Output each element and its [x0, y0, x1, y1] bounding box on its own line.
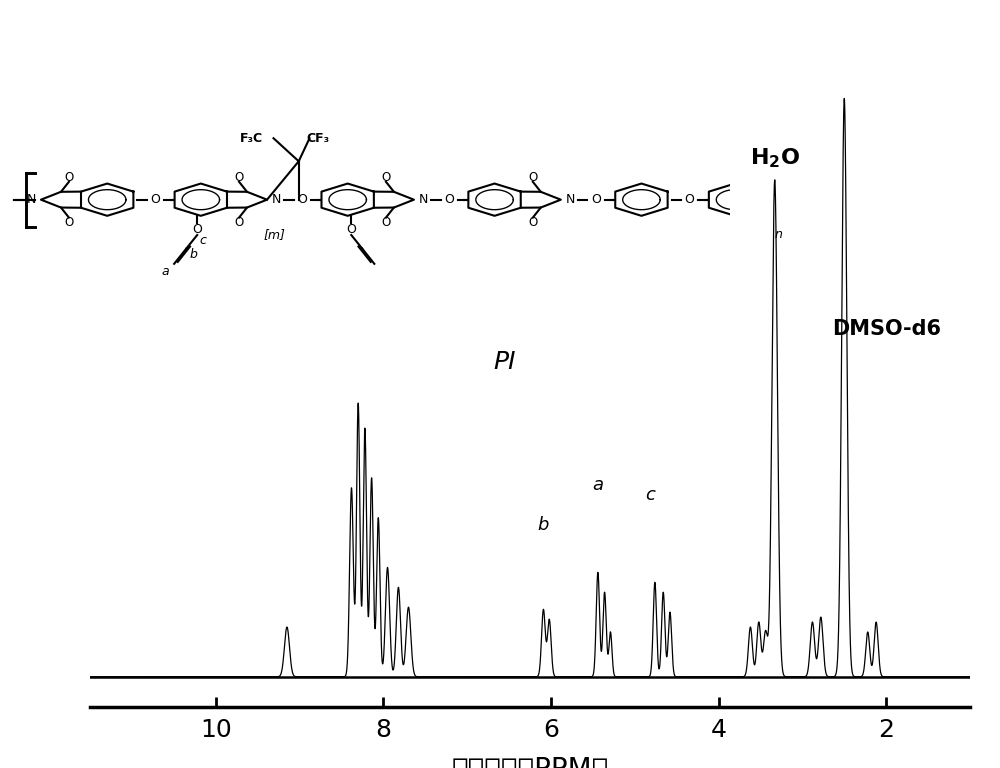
Text: b: b — [538, 516, 549, 535]
Text: O: O — [528, 170, 537, 184]
Text: O: O — [685, 194, 695, 206]
Text: CF₃: CF₃ — [306, 132, 329, 144]
Text: O: O — [64, 216, 74, 229]
Text: a: a — [161, 265, 169, 278]
Text: [m]: [m] — [263, 229, 285, 241]
X-axis label: 化学位移（PPM）: 化学位移（PPM） — [451, 756, 609, 768]
Text: O: O — [528, 216, 537, 229]
Text: O: O — [346, 223, 356, 236]
Text: DMSO-d6: DMSO-d6 — [832, 319, 941, 339]
Text: c: c — [645, 486, 655, 505]
Text: O: O — [64, 170, 74, 184]
Text: $\mathbf{H_2O}$: $\mathbf{H_2O}$ — [750, 146, 800, 170]
Text: O: O — [234, 170, 244, 184]
Text: O: O — [591, 194, 601, 206]
Text: O: O — [234, 216, 244, 229]
Text: N: N — [27, 194, 36, 206]
Text: F₃C: F₃C — [240, 132, 263, 144]
Text: N: N — [565, 194, 575, 206]
Text: O: O — [192, 223, 202, 236]
Text: O: O — [381, 216, 391, 229]
Text: n: n — [775, 228, 783, 240]
Text: N: N — [419, 194, 428, 206]
Text: a: a — [592, 476, 603, 495]
Text: N: N — [272, 194, 281, 206]
Text: O: O — [151, 194, 160, 206]
Text: O: O — [444, 194, 454, 206]
Text: c: c — [200, 234, 206, 247]
Text: PI: PI — [494, 349, 516, 374]
Text: b: b — [190, 248, 198, 260]
Text: O: O — [381, 170, 391, 184]
Text: O: O — [297, 194, 307, 206]
